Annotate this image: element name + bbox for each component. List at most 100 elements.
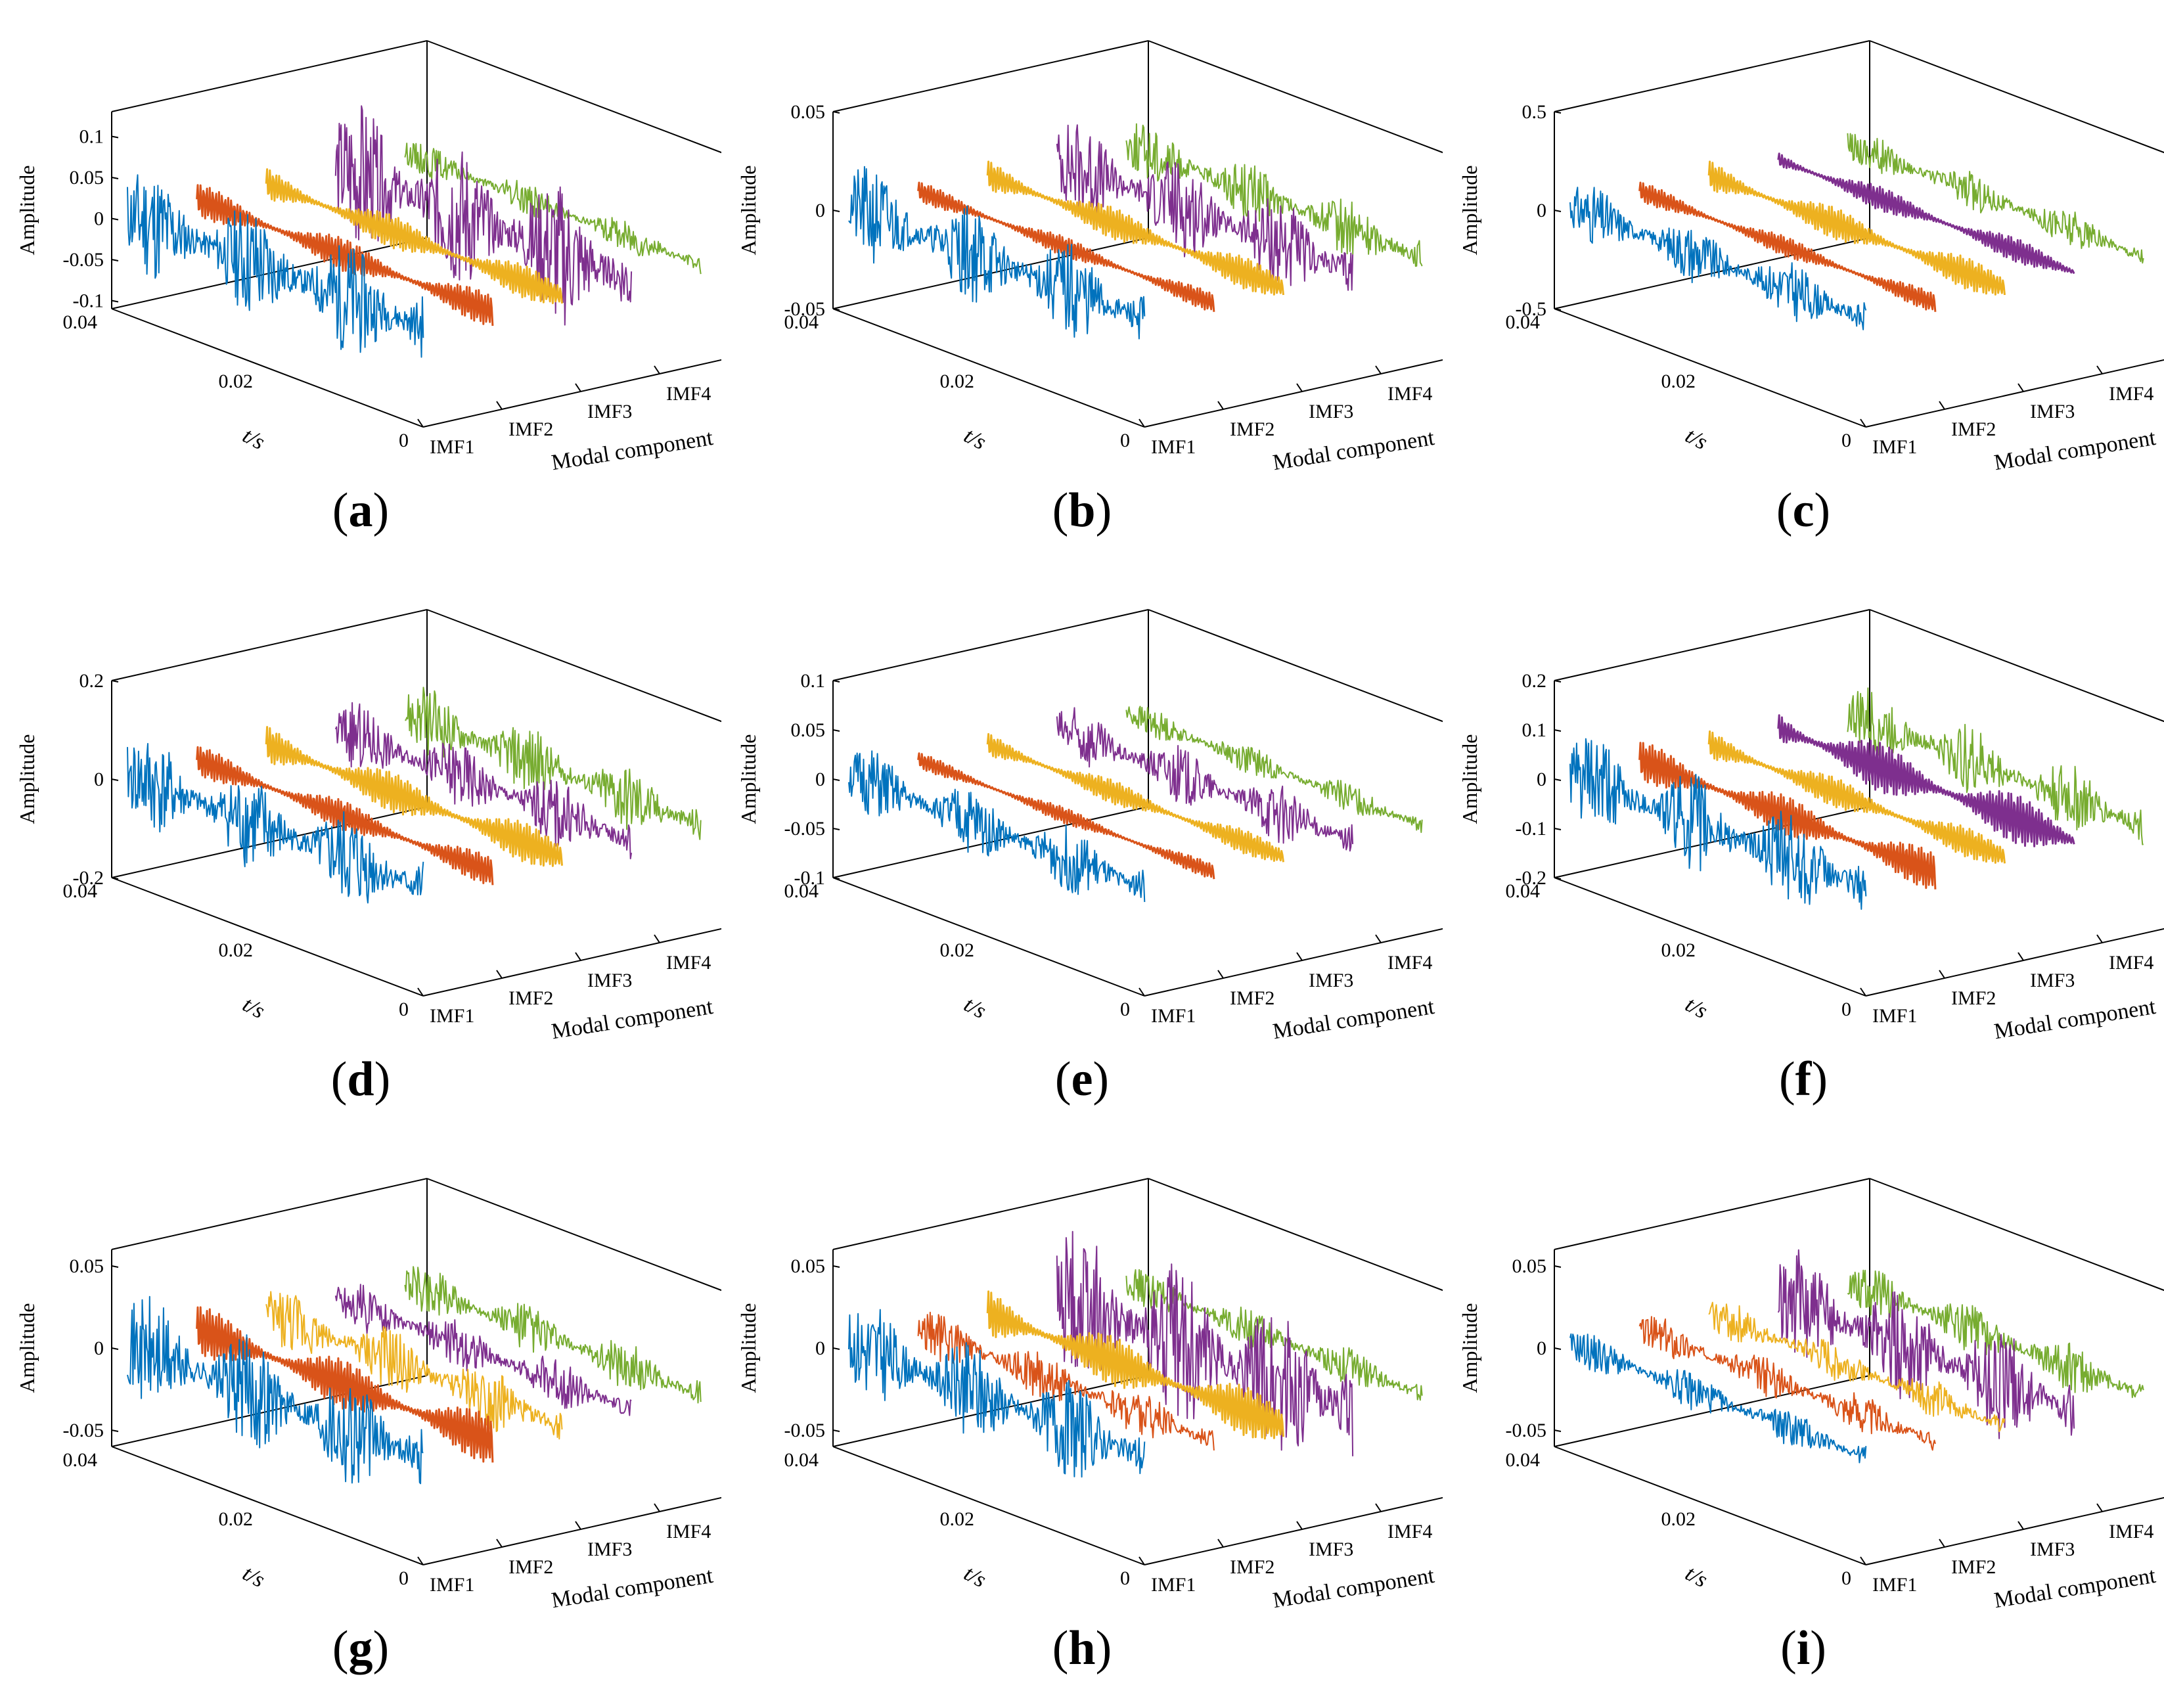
- time-tick-label: 0.02: [940, 1508, 975, 1530]
- time-tick-label: 0: [1120, 430, 1130, 451]
- series-imf2-line: [1638, 1316, 1936, 1451]
- modal-tick-mark: [1375, 1503, 1382, 1512]
- amp-tick-mark: [1554, 1347, 1562, 1350]
- caption-close-paren: ): [1811, 1052, 1828, 1106]
- modal-tick-mark: [2017, 383, 2024, 392]
- zlabel: Modal component: [1271, 1563, 1437, 1613]
- modal-tick-mark: [496, 401, 503, 410]
- amp-tick-mark: [832, 729, 840, 732]
- modal-tick-mark: [575, 952, 581, 961]
- amp-tick-label: 0: [1537, 769, 1546, 790]
- modal-tick-mark: [2096, 934, 2103, 943]
- caption-letter: h: [1068, 1621, 1096, 1675]
- series-imf3-line: [1707, 160, 2006, 296]
- ylabel: Amplitude: [15, 166, 39, 256]
- series-imf1-line: [1569, 738, 1867, 910]
- caption-close-paren: ): [1093, 1052, 1110, 1106]
- modal-tick-label: IMF3: [1309, 1539, 1353, 1560]
- amp-tick-mark: [1554, 210, 1562, 212]
- modal-tick-label: IMF4: [2109, 383, 2153, 405]
- amp-tick-mark: [1554, 877, 1562, 880]
- top-edge-back: [1554, 1178, 1870, 1250]
- series-imf2-line: [196, 746, 494, 886]
- modal-tick-mark: [496, 970, 503, 979]
- amp-tick-mark: [1554, 1429, 1562, 1432]
- modal-tick-mark: [1375, 365, 1382, 374]
- amp-tick-label: 0.05: [791, 719, 826, 741]
- caption-close-paren: ): [1095, 1621, 1112, 1675]
- caption-letter: d: [347, 1052, 374, 1106]
- series-imf2-line: [917, 1311, 1215, 1450]
- chart-panel-h: 0.05 0 -0.05 Amplitude 0.04 0.02 0 t/s IMF1 IMF2 I…: [721, 1138, 1443, 1707]
- zlabel: Modal component: [1993, 995, 2158, 1044]
- series-imf3-line: [1708, 1301, 2006, 1433]
- time-tick-label: 0.04: [1506, 311, 1541, 333]
- ylabel: Amplitude: [15, 734, 39, 824]
- amp-tick-mark: [832, 210, 840, 212]
- modal-tick-mark: [654, 365, 660, 374]
- ylabel: Amplitude: [736, 166, 760, 256]
- panel-caption: (a): [0, 483, 721, 539]
- series-imf3-line: [265, 168, 563, 304]
- modal-tick-mark: [1217, 970, 1224, 979]
- amp-tick-label: -0.1: [73, 290, 104, 312]
- modal-tick-mark: [1939, 1539, 1945, 1548]
- series-imf3-line: [1707, 730, 2006, 864]
- top-edge-right: [426, 40, 721, 154]
- chart-panel-d: 0.2 0 -0.2 Amplitude 0.04 0.02 0 t/s IMF1 IMF2 IMF…: [0, 569, 721, 1138]
- time-tick-label: 0.04: [784, 880, 819, 902]
- ylabel: Amplitude: [1458, 1303, 1481, 1393]
- amp-tick-mark: [111, 1265, 119, 1268]
- xlabel: t/s: [960, 423, 990, 455]
- top-edge-right: [1869, 1178, 2164, 1292]
- series-imf1-line: [127, 1295, 424, 1485]
- modal-tick-label: IMF2: [1951, 987, 1996, 1009]
- zlabel: Modal component: [1271, 995, 1437, 1044]
- amp-tick-mark: [832, 828, 840, 830]
- amp-tick-mark: [832, 1265, 840, 1268]
- amp-tick-label: -0.2: [73, 867, 104, 889]
- floor-edge-time: [1554, 877, 1866, 997]
- series-imf4-line: [1056, 1230, 1354, 1456]
- series-imf2-line: [917, 752, 1215, 880]
- modal-tick-mark: [1296, 383, 1303, 392]
- zlabel: Modal component: [1271, 426, 1437, 475]
- modal-tick-mark: [1860, 1556, 1866, 1565]
- amp-tick-mark: [832, 680, 840, 683]
- series-imf1-line: [848, 166, 1146, 340]
- modal-tick-label: IMF2: [1230, 1556, 1274, 1578]
- modal-tick-label: IMF2: [1230, 987, 1274, 1009]
- caption-close-paren: ): [1810, 1621, 1826, 1675]
- amp-tick-label: 0.2: [1522, 670, 1547, 692]
- amp-tick-label: 0.05: [791, 101, 826, 123]
- amp-tick-label: 0: [815, 1337, 825, 1359]
- floor-edge-time: [1554, 308, 1866, 428]
- floor-edge-time: [832, 877, 1145, 997]
- top-edge-back: [832, 40, 1149, 112]
- modal-tick-mark: [2096, 1503, 2103, 1512]
- floor-edge-time: [832, 1446, 1145, 1565]
- caption-open-paren: (: [1776, 483, 1793, 537]
- ylabel: Amplitude: [736, 1303, 760, 1393]
- modal-tick-label: IMF1: [1151, 436, 1196, 458]
- modal-tick-label: IMF1: [1872, 1005, 1917, 1027]
- amp-tick-mark: [1554, 680, 1562, 683]
- modal-tick-label: IMF2: [508, 1556, 553, 1578]
- xlabel: t/s: [1681, 1561, 1711, 1592]
- amp-tick-label: 0.05: [70, 1255, 104, 1277]
- time-tick-label: 0.04: [784, 311, 819, 333]
- series-imf4-line: [1056, 707, 1354, 852]
- time-tick-label: 0.02: [219, 939, 254, 961]
- panel-caption: (d): [0, 1052, 721, 1108]
- time-tick-label: 0.04: [1506, 880, 1541, 902]
- time-tick-label: 0.02: [1661, 371, 1696, 392]
- time-tick-label: 0: [1841, 430, 1851, 451]
- amp-tick-label: 0.5: [1522, 101, 1547, 123]
- amp-tick-mark: [1554, 729, 1562, 732]
- amp-tick-label: 0.1: [801, 670, 826, 692]
- floor-edge-time: [1554, 1446, 1866, 1565]
- top-edge-right: [1148, 609, 1443, 723]
- modal-tick-label: IMF3: [1309, 970, 1353, 991]
- modal-tick-mark: [1217, 401, 1224, 410]
- series-imf1-line: [848, 1309, 1146, 1478]
